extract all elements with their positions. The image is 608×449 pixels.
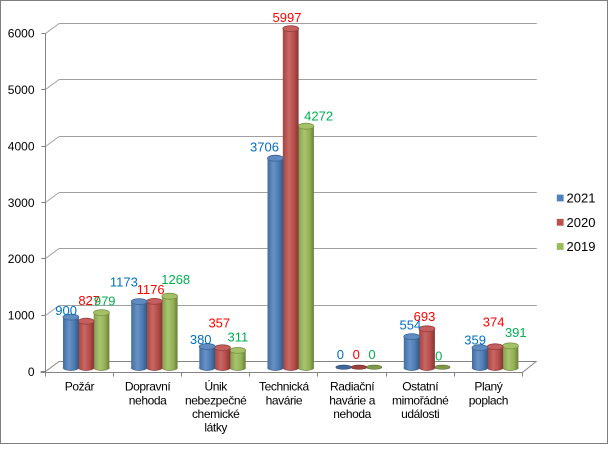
- svg-text:1176: 1176: [137, 282, 165, 297]
- svg-text:látky: látky: [204, 421, 227, 435]
- svg-text:Ostatní: Ostatní: [402, 380, 439, 394]
- svg-text:nebezpečné: nebezpečné: [185, 393, 247, 407]
- svg-text:979: 979: [94, 293, 116, 308]
- svg-text:4272: 4272: [304, 109, 333, 124]
- svg-text:mimořádné: mimořádné: [392, 393, 449, 407]
- svg-text:Únik: Únik: [204, 379, 228, 394]
- svg-text:nehoda: nehoda: [333, 407, 371, 421]
- svg-text:1000: 1000: [8, 309, 35, 323]
- svg-text:827: 827: [78, 293, 100, 308]
- svg-text:5000: 5000: [8, 83, 35, 97]
- svg-text:poplach: poplach: [469, 393, 508, 407]
- svg-text:nehoda: nehoda: [129, 393, 167, 407]
- svg-text:391: 391: [505, 325, 527, 340]
- svg-text:0: 0: [353, 347, 360, 362]
- svg-text:Požár: Požár: [65, 380, 95, 394]
- svg-text:2021: 2021: [567, 191, 596, 206]
- svg-text:900: 900: [55, 303, 77, 318]
- svg-text:Technická: Technická: [259, 380, 309, 394]
- svg-text:5997: 5997: [273, 10, 302, 25]
- svg-text:0: 0: [368, 347, 375, 362]
- svg-text:4000: 4000: [8, 139, 35, 153]
- svg-text:374: 374: [483, 315, 505, 330]
- svg-text:2019: 2019: [567, 239, 596, 254]
- svg-text:380: 380: [190, 332, 212, 347]
- svg-text:Radiační: Radiační: [330, 380, 375, 394]
- svg-text:554: 554: [400, 318, 422, 333]
- svg-text:311: 311: [228, 330, 249, 345]
- svg-text:1268: 1268: [161, 272, 190, 287]
- svg-text:359: 359: [464, 332, 486, 347]
- svg-text:3706: 3706: [250, 139, 279, 154]
- svg-text:2000: 2000: [8, 252, 35, 266]
- svg-text:2020: 2020: [567, 215, 596, 230]
- svg-text:události: události: [401, 407, 439, 421]
- svg-text:693: 693: [414, 309, 436, 324]
- svg-text:chemické: chemické: [192, 407, 240, 421]
- svg-text:0: 0: [337, 347, 344, 362]
- svg-text:Planý: Planý: [474, 380, 502, 394]
- svg-text:Dopravní: Dopravní: [125, 380, 172, 394]
- svg-text:0: 0: [28, 365, 35, 379]
- svg-text:357: 357: [208, 315, 230, 330]
- svg-text:1173: 1173: [110, 275, 138, 290]
- svg-text:havárie a: havárie a: [329, 393, 375, 407]
- svg-text:3000: 3000: [8, 196, 35, 210]
- svg-text:6000: 6000: [8, 26, 35, 40]
- svg-text:havárie: havárie: [266, 393, 303, 407]
- svg-text:0: 0: [435, 348, 442, 363]
